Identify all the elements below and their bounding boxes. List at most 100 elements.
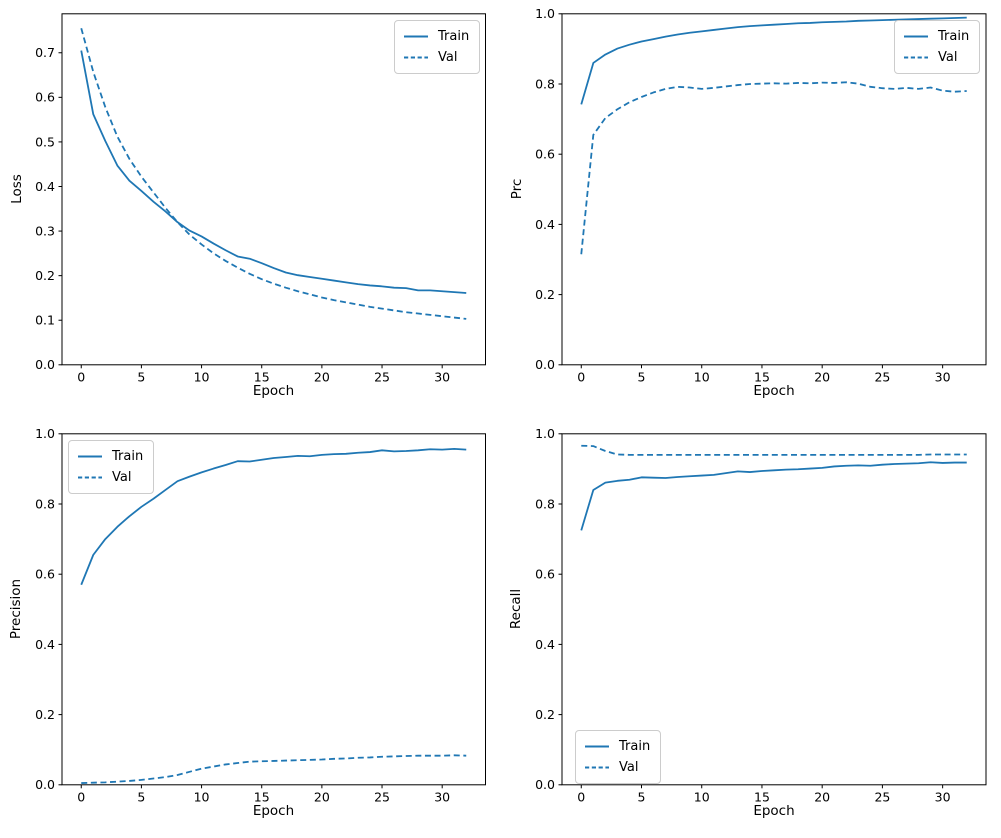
loss-y-tick-label: 0.4 <box>35 179 55 194</box>
recall-y-tick-label: 0.2 <box>535 707 555 722</box>
loss-x-tick-label: 5 <box>137 369 145 384</box>
recall-val-line <box>581 444 967 456</box>
precision-y-tick-label: 0.0 <box>35 777 55 792</box>
precision-chart: 0 5 10 15 20 25 30 0.0 0.2 0.4 0.6 0.8 1.0 <box>35 426 486 804</box>
loss-x-tick-label: 25 <box>374 369 390 384</box>
prc-x-tick-label: 30 <box>935 369 951 384</box>
solid-line-icon <box>904 35 928 38</box>
precision-x-tick-label: 30 <box>434 789 450 804</box>
loss-x-tick-label: 30 <box>434 369 450 384</box>
loss-y-tick-label: 0.1 <box>35 313 55 328</box>
precision-plot-border <box>61 433 486 786</box>
precision-y-tick-label: 0.8 <box>35 496 55 511</box>
legend-label-train: Train <box>619 739 651 754</box>
recall-train-line <box>580 461 967 531</box>
precision-x-tick-label: 5 <box>137 789 145 804</box>
precision-y-tick-label: 0.6 <box>35 567 55 582</box>
recall-y-tick-label: 0.8 <box>535 496 555 511</box>
legend-entry-val: Val <box>584 757 650 778</box>
prc-x-tick-label: 15 <box>754 369 770 384</box>
loss-train-line <box>80 50 467 294</box>
prc-val-line <box>580 81 967 255</box>
precision-x-tick-label: 15 <box>254 789 270 804</box>
recall-x-tick-label: 30 <box>935 789 951 804</box>
legend-label-val: Val <box>619 760 639 775</box>
precision-val-line <box>81 754 467 784</box>
loss-y-tick-label: 0.3 <box>35 223 55 238</box>
loss-x-tick-label: 0 <box>77 369 85 384</box>
loss-y-tick-label: 0.0 <box>35 357 55 372</box>
loss-plot-border <box>61 13 486 366</box>
legend-entry-val: Val <box>403 47 469 68</box>
prc-train-line <box>580 16 967 105</box>
prc-y-tick-label: 1.0 <box>535 6 555 21</box>
dashed-line-icon <box>585 766 609 769</box>
prc-x-tick-label: 0 <box>577 369 585 384</box>
prc-x-axis-label: Epoch <box>753 383 795 399</box>
legend-entry-train: Train <box>903 26 969 47</box>
recall-x-tick-label: 25 <box>874 789 890 804</box>
prc-plot-border <box>561 13 987 366</box>
dashed-line-icon <box>904 56 928 59</box>
prc-y-tick-label: 0.6 <box>535 147 555 162</box>
solid-line-icon <box>78 455 102 458</box>
recall-y-tick-label: 0.6 <box>535 567 555 582</box>
precision-y-tick-label: 1.0 <box>35 426 55 441</box>
prc-y-tick-label: 0.4 <box>535 217 555 232</box>
prc-x-tick-label: 10 <box>694 369 710 384</box>
precision-train-line <box>80 447 467 586</box>
legend-precision: Train Val <box>68 440 155 494</box>
precision-x-axis-label: Epoch <box>252 803 295 819</box>
precision-x-tick-label: 20 <box>314 789 330 804</box>
legend-label-val: Val <box>112 470 132 485</box>
prc-y-tick-label: 0.8 <box>535 76 555 91</box>
prc-y-axis-label: Prc <box>509 178 525 200</box>
recall-y-tick-label: 0.4 <box>535 637 555 652</box>
dashed-line-icon <box>78 476 102 479</box>
recall-x-tick-label: 0 <box>577 789 585 804</box>
legend-label-train: Train <box>112 449 144 464</box>
loss-y-tick-label: 0.7 <box>35 45 55 60</box>
legend-entry-val: Val <box>77 467 143 488</box>
precision-y-tick-label: 0.2 <box>35 707 55 722</box>
legend-entry-train: Train <box>403 26 469 47</box>
loss-x-tick-label: 15 <box>254 369 270 384</box>
precision-x-tick-label: 25 <box>374 789 390 804</box>
precision-x-tick-label: 10 <box>194 789 210 804</box>
prc-x-tick-label: 25 <box>874 369 890 384</box>
prc-y-tick-label: 0.2 <box>535 287 555 302</box>
solid-line-icon <box>404 35 428 38</box>
legend-label-train: Train <box>438 29 470 44</box>
prc-x-tick-label: 20 <box>814 369 830 384</box>
loss-chart: 0 5 10 15 20 25 30 0.0 0.1 0.2 0.3 0.4 0.5 0.6 0.7 <box>35 13 486 384</box>
recall-y-axis-label: Recall <box>508 588 524 630</box>
legend-loss: Train Val <box>394 20 481 74</box>
loss-x-tick-label: 20 <box>314 369 330 384</box>
recall-x-tick-label: 10 <box>694 789 710 804</box>
recall-plot-border <box>561 433 987 786</box>
legend-label-train: Train <box>938 29 970 44</box>
legend-prc: Train Val <box>894 20 981 74</box>
precision-y-tick-label: 0.4 <box>35 637 55 652</box>
recall-y-tick-label: 1.0 <box>535 426 555 441</box>
recall-x-tick-label: 15 <box>754 789 770 804</box>
loss-y-tick-label: 0.5 <box>35 134 55 149</box>
recall-x-tick-label: 5 <box>638 789 646 804</box>
prc-x-tick-label: 5 <box>638 369 646 384</box>
legend-entry-train: Train <box>584 736 650 757</box>
recall-x-axis-label: Epoch <box>753 803 795 819</box>
recall-chart: 0 5 10 15 20 25 30 0.0 0.2 0.4 0.6 0.8 1.0 <box>535 426 987 804</box>
dashed-line-icon <box>404 56 428 59</box>
loss-y-tick-label: 0.6 <box>35 90 55 105</box>
recall-x-tick-label: 20 <box>814 789 830 804</box>
loss-val-line <box>80 28 467 320</box>
prc-y-tick-label: 0.0 <box>535 357 555 372</box>
precision-x-tick-label: 0 <box>77 789 85 804</box>
loss-x-axis-label: Epoch <box>252 383 295 399</box>
legend-entry-val: Val <box>903 47 969 68</box>
recall-y-tick-label: 0.0 <box>535 777 555 792</box>
legend-entry-train: Train <box>77 446 143 467</box>
legend-recall: Train Val <box>575 730 662 784</box>
